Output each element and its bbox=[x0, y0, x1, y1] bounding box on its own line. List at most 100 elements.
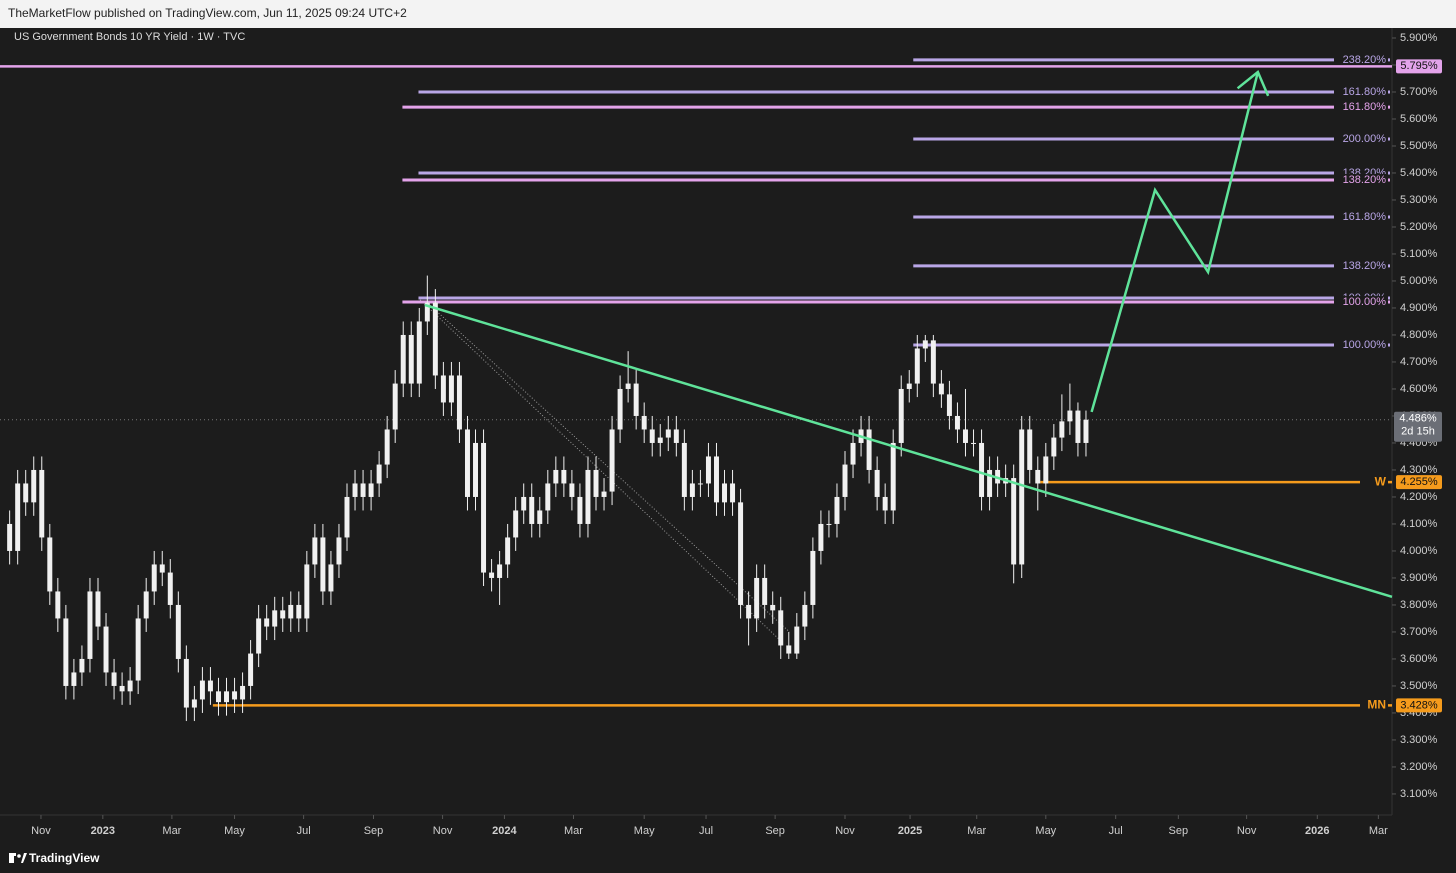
candle-body bbox=[681, 442, 687, 497]
projection-arrowhead bbox=[1236, 70, 1270, 97]
y-tick-label: 4.100% bbox=[1400, 518, 1438, 530]
y-tick-label: 5.600% bbox=[1400, 113, 1438, 125]
y-tick-label: 3.300% bbox=[1400, 734, 1438, 746]
x-tick-label: 2025 bbox=[898, 825, 922, 837]
candle-body bbox=[111, 672, 117, 686]
candle-body bbox=[1027, 429, 1033, 470]
candle-body bbox=[376, 464, 382, 484]
candle-body bbox=[304, 564, 310, 619]
fib-level-label: 138.20% bbox=[1343, 260, 1387, 272]
candle-body bbox=[802, 604, 808, 627]
candle-body bbox=[1067, 410, 1073, 422]
candle-body bbox=[1035, 469, 1041, 484]
x-tick-label: 2024 bbox=[492, 825, 517, 837]
candle-body bbox=[344, 496, 350, 538]
candle-body bbox=[593, 469, 599, 497]
candle-body bbox=[71, 672, 77, 686]
candle-body bbox=[416, 321, 422, 384]
candle-body bbox=[159, 564, 165, 573]
candle-body bbox=[31, 469, 37, 503]
candle-body bbox=[705, 456, 711, 484]
candle-body bbox=[320, 537, 326, 592]
candle-body bbox=[47, 537, 53, 592]
candle-body bbox=[392, 383, 398, 430]
price-badge bbox=[1396, 475, 1442, 490]
y-tick-label: 5.500% bbox=[1400, 140, 1438, 152]
trendline bbox=[424, 303, 1393, 599]
y-tick-label: 5.700% bbox=[1400, 86, 1438, 98]
candle-body bbox=[979, 442, 985, 497]
candle-body bbox=[746, 604, 752, 619]
fib-level-label-bg bbox=[1334, 296, 1388, 309]
fib-level-label-bg bbox=[1334, 259, 1388, 272]
candle-body bbox=[1011, 478, 1017, 565]
x-tick-label: Mar bbox=[1369, 825, 1388, 837]
x-tick-label: May bbox=[634, 825, 655, 837]
candle-body bbox=[962, 429, 968, 443]
candle-body bbox=[215, 691, 221, 703]
y-tick-label: 4.600% bbox=[1400, 383, 1438, 395]
candle-body bbox=[207, 680, 213, 692]
last-price-badge bbox=[1394, 411, 1442, 442]
y-tick-label: 4.000% bbox=[1400, 545, 1438, 557]
candle-body bbox=[1051, 437, 1057, 457]
fib-level-label: 161.80% bbox=[1343, 86, 1387, 98]
x-tick-label: Nov bbox=[835, 825, 855, 837]
candle-body bbox=[770, 604, 776, 611]
fib-level-label-bg bbox=[1334, 174, 1388, 187]
y-tick-label: 4.900% bbox=[1400, 302, 1438, 314]
candle-body bbox=[191, 699, 197, 708]
x-tick-label: 2026 bbox=[1305, 825, 1329, 837]
candle-body bbox=[489, 572, 495, 578]
candle-body bbox=[914, 348, 920, 384]
candle-body bbox=[577, 496, 583, 524]
candle-body bbox=[625, 383, 631, 389]
candle-body bbox=[448, 375, 454, 403]
candle-body bbox=[312, 537, 318, 565]
countdown-label: 2d 15h bbox=[1401, 426, 1435, 438]
footer-bar bbox=[0, 845, 1456, 873]
price-badge-label: 4.255% bbox=[1400, 476, 1438, 488]
last-price-label: 4.486% bbox=[1399, 413, 1437, 425]
candle-body bbox=[585, 469, 591, 524]
x-tick-label: Nov bbox=[31, 825, 51, 837]
line-name: MN bbox=[1367, 698, 1386, 712]
y-tick-label: 3.200% bbox=[1400, 761, 1438, 773]
y-tick-label: 3.800% bbox=[1400, 599, 1438, 611]
candle-body bbox=[39, 469, 45, 538]
y-tick-label: 5.100% bbox=[1400, 248, 1438, 260]
candle-body bbox=[23, 483, 29, 503]
candle-body bbox=[15, 483, 21, 551]
y-tick-label: 5.400% bbox=[1400, 167, 1438, 179]
price-badge-label: 3.428% bbox=[1400, 699, 1438, 711]
candle-body bbox=[657, 437, 663, 443]
x-tick-label: Sep bbox=[364, 825, 384, 837]
candle-body bbox=[256, 618, 262, 654]
candle-body bbox=[87, 591, 93, 659]
candle-body bbox=[697, 483, 703, 485]
candle-body bbox=[866, 429, 872, 470]
candle-body bbox=[473, 442, 479, 497]
candle-body bbox=[818, 523, 824, 551]
candle-body bbox=[722, 483, 728, 503]
candle-body bbox=[464, 429, 470, 497]
candle-body bbox=[360, 483, 366, 497]
candle-body bbox=[906, 383, 912, 389]
y-tick-label: 3.500% bbox=[1400, 680, 1438, 692]
candle-body bbox=[665, 429, 671, 438]
candle-body bbox=[167, 572, 173, 605]
fib-level-label: 100.00% bbox=[1343, 339, 1387, 351]
publisher: TheMarketFlow published on TradingView.c… bbox=[8, 6, 407, 20]
candle-body bbox=[521, 496, 527, 511]
candle-body bbox=[151, 564, 157, 592]
candle-body bbox=[762, 577, 768, 605]
candle-body bbox=[882, 496, 888, 511]
candle-body bbox=[794, 626, 800, 654]
candle-body bbox=[842, 464, 848, 497]
line-name: W bbox=[1375, 474, 1387, 488]
candle-body bbox=[288, 604, 294, 619]
candle-body bbox=[938, 383, 944, 395]
price-badge bbox=[1396, 59, 1442, 74]
